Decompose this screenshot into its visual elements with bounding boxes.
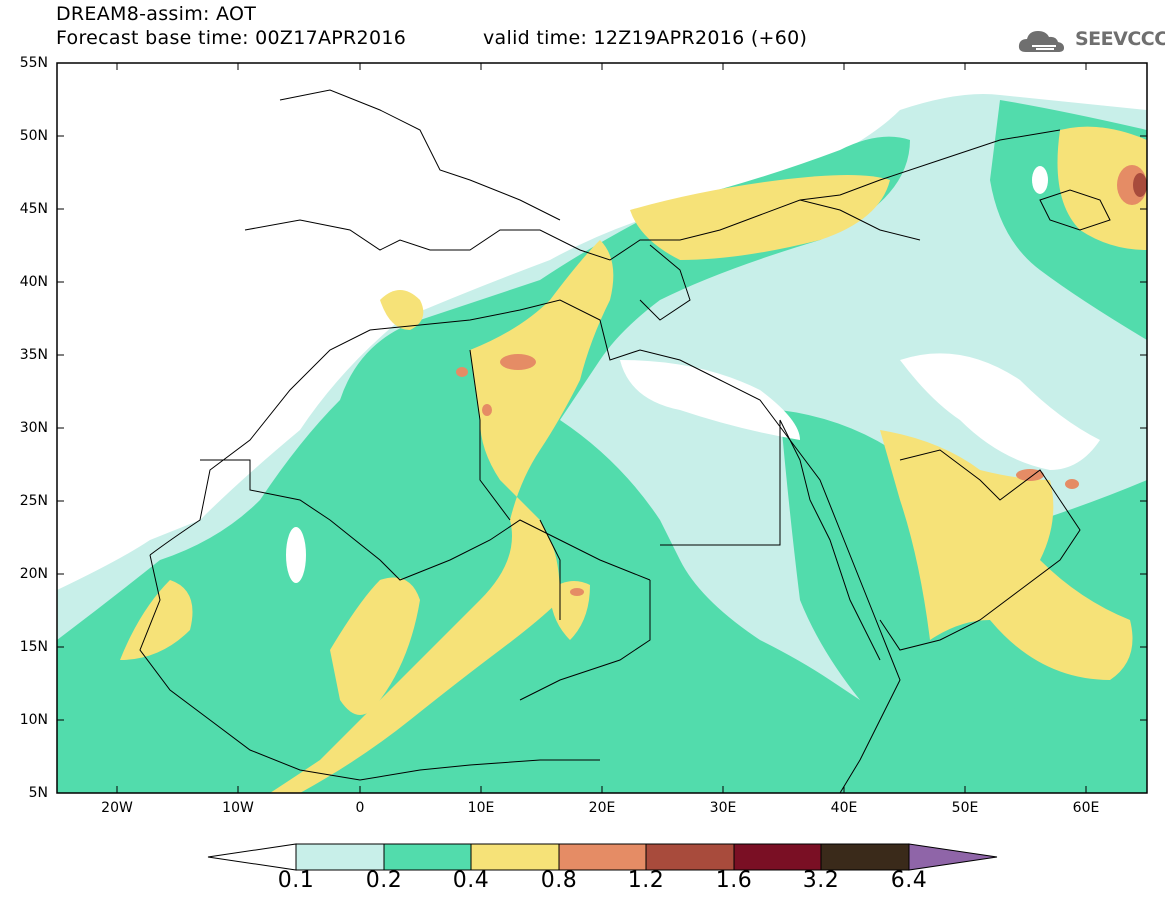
lon-label: 40E	[830, 800, 858, 816]
colorbar-segment-4	[558, 843, 647, 871]
colorbar	[207, 843, 998, 871]
valid-time-label: valid time: 12Z19APR2016 (+60)	[483, 27, 808, 49]
lat-label: 35N	[19, 347, 48, 363]
coastlines	[139, 89, 1111, 793]
aot-field	[57, 63, 1147, 793]
colorbar-segment-2	[383, 843, 472, 871]
lat-label: 15N	[19, 639, 48, 655]
base-time-label: Forecast base time: 00Z17APR2016	[56, 27, 407, 49]
colorbar-label: 0.1	[277, 868, 315, 893]
lon-label: 10E	[467, 800, 495, 816]
colorbar-segment-6	[733, 843, 822, 871]
colorbar-label: 1.6	[715, 868, 753, 893]
colorbar-label: 1.2	[627, 868, 665, 893]
axis-ticks	[57, 62, 1147, 793]
colorbar-label: 0.2	[365, 868, 403, 893]
lat-label: 30N	[19, 420, 48, 436]
colorbar-label: 0.4	[452, 868, 490, 893]
lon-label: 20W	[101, 800, 133, 816]
lat-label: 40N	[19, 274, 48, 290]
logo-text: SEEVCCC	[1075, 28, 1165, 50]
colorbar-segment-0	[207, 843, 297, 871]
colorbar-label: 3.2	[802, 868, 840, 893]
title-line: DREAM8-assim: AOT	[56, 3, 257, 25]
colorbar-label: 6.4	[890, 868, 928, 893]
lon-label: 20E	[588, 800, 616, 816]
lat-label: 55N	[19, 55, 48, 71]
lat-label: 45N	[19, 201, 48, 217]
cloud-icon	[1018, 31, 1064, 52]
colorbar-segment-7	[820, 843, 910, 871]
colorbar-segment-3	[470, 843, 560, 871]
colorbar-label: 0.8	[540, 868, 578, 893]
lon-label: 10W	[222, 800, 254, 816]
colorbar-segment-5	[645, 843, 735, 871]
lat-label: 10N	[19, 712, 48, 728]
lon-label: 50E	[951, 800, 979, 816]
lat-label: 25N	[19, 493, 48, 509]
lon-label: 30E	[709, 800, 737, 816]
colorbar-segment-8	[908, 843, 998, 871]
colorbar-segment-1	[295, 843, 385, 871]
lat-label: 20N	[19, 566, 48, 582]
lon-label: 0	[355, 800, 365, 816]
lat-label: 50N	[19, 128, 48, 144]
lat-label: 5N	[28, 785, 48, 801]
lon-label: 60E	[1072, 800, 1100, 816]
